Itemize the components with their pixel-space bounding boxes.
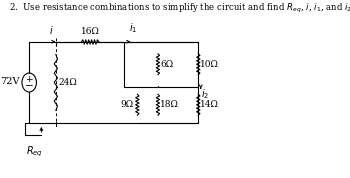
Text: −: − bbox=[25, 81, 34, 91]
Text: 10Ω: 10Ω bbox=[201, 60, 219, 69]
Text: +: + bbox=[26, 75, 33, 84]
Text: 16Ω: 16Ω bbox=[81, 27, 99, 36]
Text: $i_2$: $i_2$ bbox=[201, 88, 209, 101]
Text: 9Ω: 9Ω bbox=[121, 100, 134, 109]
Text: $R_{eq}$: $R_{eq}$ bbox=[26, 145, 43, 159]
Text: 2.  Use resistance combinations to simplify the circuit and find $R_{eq}$, $i$, : 2. Use resistance combinations to simpli… bbox=[9, 2, 350, 15]
Text: $i_1$: $i_1$ bbox=[129, 22, 137, 35]
Text: $i$: $i$ bbox=[49, 23, 53, 35]
Text: 24Ω: 24Ω bbox=[58, 78, 77, 87]
Text: 72V: 72V bbox=[0, 77, 19, 86]
Text: 14Ω: 14Ω bbox=[201, 100, 219, 109]
Text: 6Ω: 6Ω bbox=[160, 60, 173, 69]
Text: 18Ω: 18Ω bbox=[160, 100, 179, 109]
